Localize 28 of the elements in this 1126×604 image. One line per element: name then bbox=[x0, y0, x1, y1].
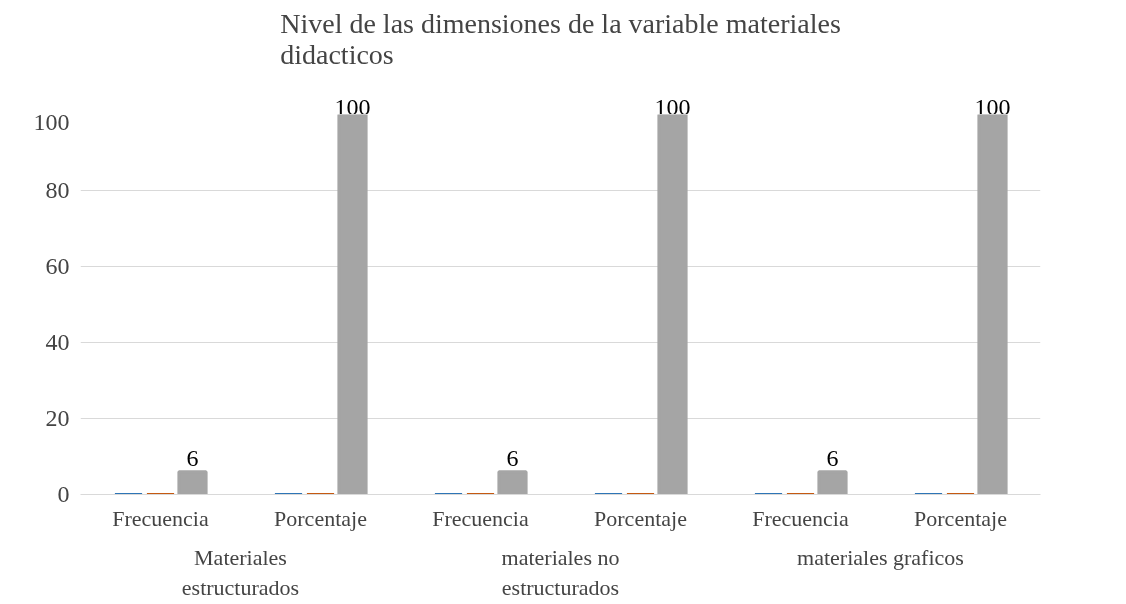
bar bbox=[497, 470, 528, 495]
data-label: 100 bbox=[654, 93, 691, 120]
x-tick-label: Porcentaje bbox=[274, 505, 367, 531]
data-label: 6 bbox=[506, 444, 519, 471]
x-tick-label: Frecuencia bbox=[112, 505, 209, 531]
bar bbox=[177, 470, 208, 495]
text: Materiales estructurados bbox=[181, 544, 300, 600]
x-tick-label: Porcentaje bbox=[594, 505, 687, 531]
y-tick-label: 100 bbox=[33, 108, 70, 135]
bar bbox=[817, 470, 848, 495]
x-tick-label: Frecuencia bbox=[752, 505, 849, 531]
bar bbox=[977, 114, 1008, 495]
data-label: 100 bbox=[334, 93, 371, 120]
y-tick-label: 20 bbox=[45, 405, 70, 431]
y-tick-label: 80 bbox=[45, 177, 70, 203]
data-label: 6 bbox=[186, 444, 199, 471]
y-tick-label: 60 bbox=[45, 253, 70, 279]
x-tick-label: Porcentaje bbox=[914, 505, 1007, 531]
y-tick-label: 0 bbox=[57, 481, 70, 507]
text: materiales no estructurados bbox=[501, 544, 620, 600]
y-tick-label: 40 bbox=[45, 329, 70, 355]
data-label: 6 bbox=[826, 444, 839, 471]
bar bbox=[657, 114, 688, 495]
chart-title: Nivel de las dimensiones de la variable materiales didacticos bbox=[280, 7, 841, 70]
bar bbox=[337, 114, 368, 495]
data-label: 100 bbox=[974, 93, 1011, 120]
x-tick-label: Frecuencia bbox=[432, 505, 529, 531]
text: materiales graficos bbox=[797, 544, 964, 570]
